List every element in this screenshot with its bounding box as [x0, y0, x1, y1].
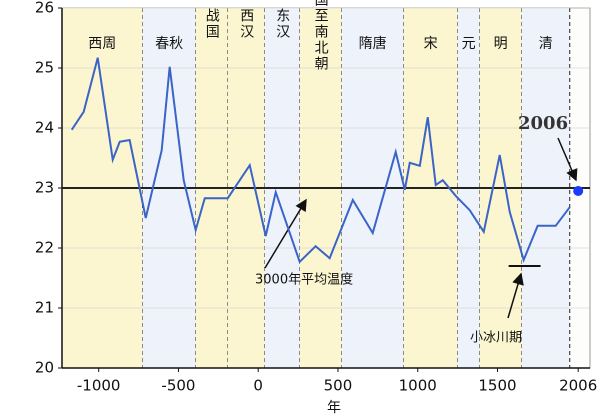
point-2006: [573, 186, 584, 196]
annotation-arrow: [507, 272, 524, 319]
x-tick-label: 2006: [559, 377, 597, 395]
band-label: 三国至南北朝: [313, 0, 329, 72]
x-tick-label: 0: [253, 377, 263, 395]
x-tick-label: 500: [324, 377, 353, 395]
x-tick-label: 1500: [478, 377, 516, 395]
annotation-arrow: [264, 198, 307, 269]
y-tick-label: 21: [35, 299, 54, 317]
y-tick-label: 24: [35, 119, 54, 137]
annotation-arrow: [557, 137, 578, 182]
x-tick-label: 1000: [399, 377, 437, 395]
band-label: 元: [462, 36, 476, 52]
bands: 西周 春秋 战国 西汉 东汉 三国至南北朝 隋唐 宋 元 明 清: [61, 0, 591, 369]
band-label: 西周: [88, 36, 116, 52]
band-label: 清: [539, 36, 553, 52]
mean-line-label: 3000年平均温度: [255, 272, 353, 288]
temperature-line: [70, 57, 571, 264]
y-tick-label: 23: [35, 179, 54, 197]
x-axis-label: 年: [327, 400, 341, 416]
band-label: 隋唐: [359, 35, 387, 52]
y-tick-label: 22: [35, 239, 54, 257]
band-label: 春秋: [155, 36, 183, 52]
x-tick-label: -1000: [77, 377, 121, 395]
band-label: 战国: [204, 8, 220, 40]
x-tick-label: -500: [161, 377, 195, 395]
y-tick-label: 25: [35, 59, 54, 77]
band-label: 明: [494, 36, 508, 52]
band-label: 东汉: [274, 8, 290, 40]
band-label: 宋: [424, 36, 438, 52]
y-tick-label: 26: [35, 0, 54, 17]
y-tick-label: 20: [35, 359, 54, 377]
ice-age-label: 小冰川期: [470, 331, 522, 346]
band-label: 西汉: [238, 8, 254, 40]
point-label: 2006: [518, 113, 568, 134]
